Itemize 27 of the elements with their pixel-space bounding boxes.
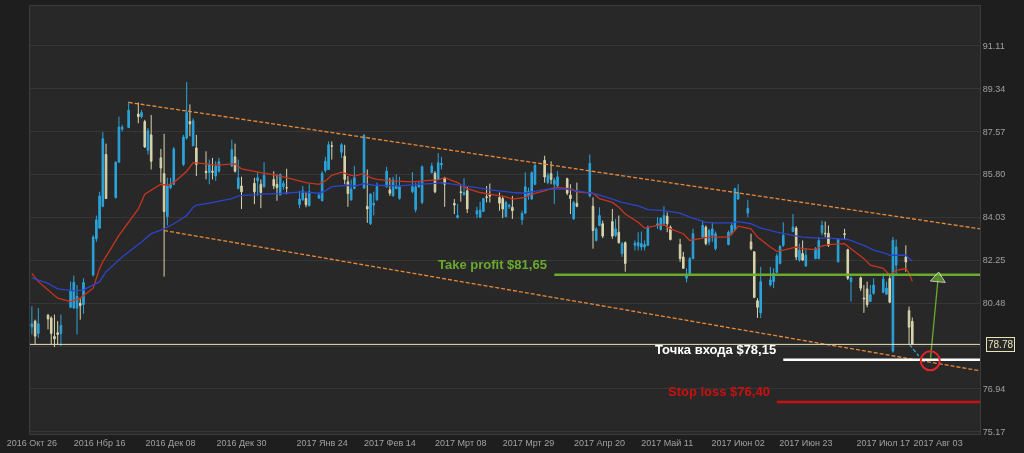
- series-label: Stop loss $76,40: [668, 384, 770, 399]
- x-tick-label: 2016 Дек 30: [216, 437, 267, 448]
- ref-line-label: 78.78: [988, 339, 1014, 350]
- x-tick-label: 2017 Июл 17: [856, 437, 910, 448]
- x-tick-label: 2017 Апр 20: [574, 437, 625, 448]
- y-tick-label: 89.34: [982, 83, 1006, 94]
- series-label: Точка входа $78,15: [655, 342, 777, 357]
- x-tick-label: 2017 Янв 24: [296, 437, 348, 448]
- y-tick-label: 75.17: [982, 426, 1006, 437]
- x-tick-label: 2017 Мрт 08: [435, 437, 487, 448]
- x-tick-label: 2016 Окт 26: [6, 437, 57, 448]
- y-tick-label: 85.80: [982, 169, 1006, 180]
- x-tick-label: 2017 Авг 03: [913, 437, 963, 448]
- y-tick-label: 82.25: [982, 255, 1006, 266]
- y-tick-label: 80.48: [982, 298, 1006, 309]
- series-label: Take profit $81,65: [438, 257, 547, 272]
- y-tick-label: 84.03: [982, 212, 1006, 223]
- x-tick-label: 2017 Фев 14: [364, 437, 416, 448]
- x-tick-label: 2017 Июн 02: [711, 437, 765, 448]
- x-tick-label: 2017 Мрт 29: [502, 437, 555, 448]
- y-tick-label: 87.57: [982, 126, 1006, 137]
- x-tick-label: 2016 Нбр 16: [73, 437, 126, 448]
- y-tick-label: 91.11: [982, 40, 1005, 51]
- x-tick-label: 2016 Дек 08: [145, 437, 196, 448]
- y-tick-label: 76.94: [982, 384, 1006, 395]
- x-tick-label: 2017 Июн 23: [779, 437, 833, 448]
- x-tick-label: 2017 Май 11: [641, 437, 694, 448]
